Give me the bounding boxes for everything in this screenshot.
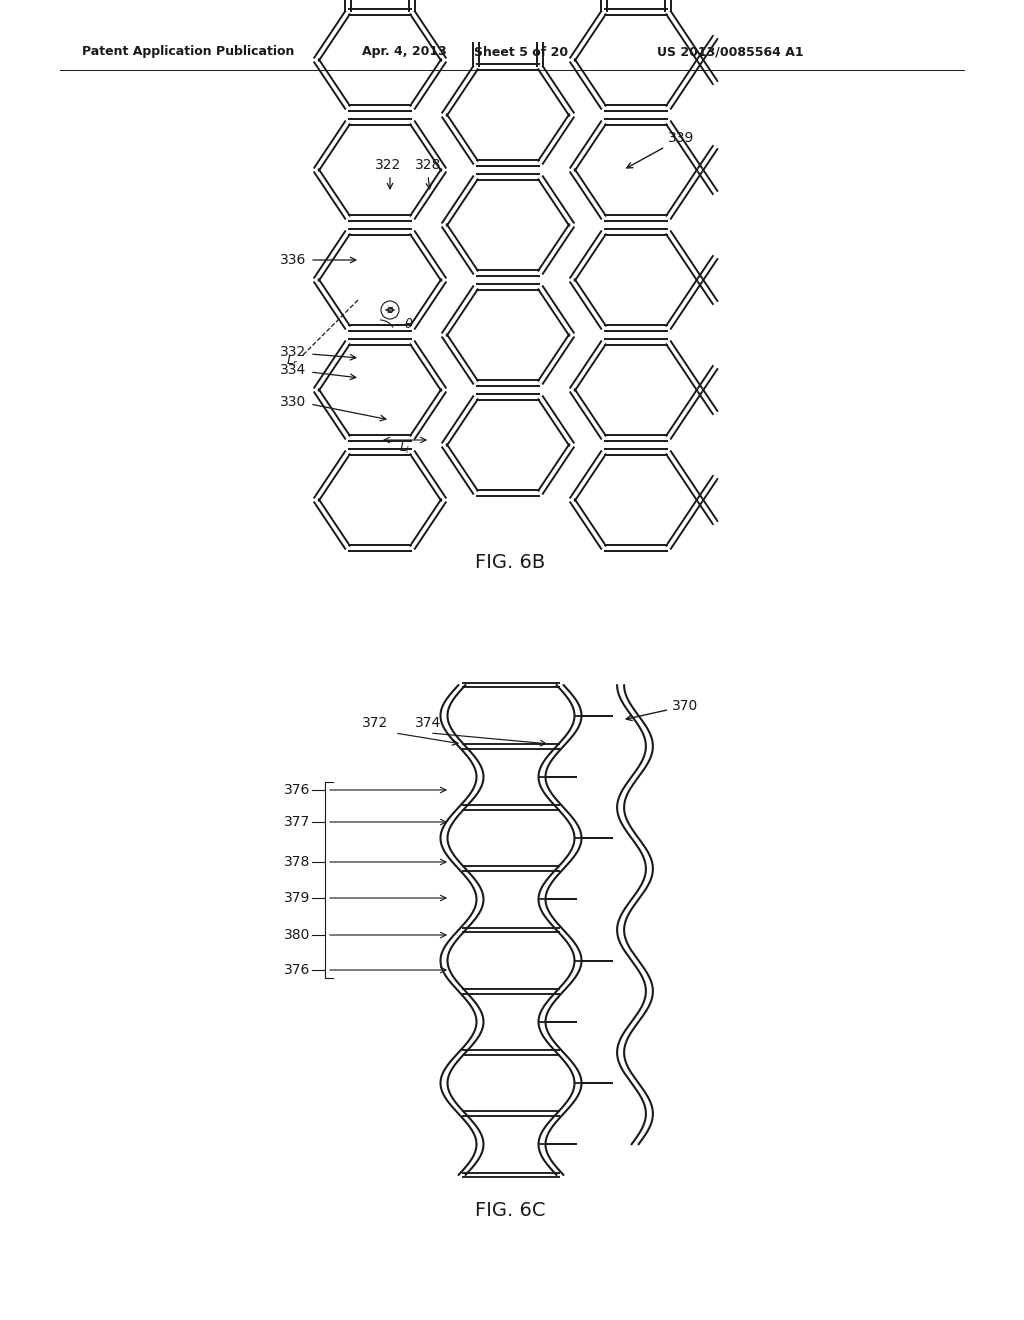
- Text: US 2013/0085564 A1: US 2013/0085564 A1: [657, 45, 804, 58]
- Text: 376: 376: [284, 783, 310, 797]
- Text: 328: 328: [415, 158, 441, 172]
- Text: 322: 322: [375, 158, 401, 172]
- Text: $L_r$: $L_r$: [286, 354, 299, 370]
- Text: 330: 330: [280, 395, 306, 409]
- Text: 336: 336: [280, 253, 306, 267]
- Text: 370: 370: [627, 700, 698, 721]
- Text: 332: 332: [280, 345, 306, 359]
- Text: $L_l$: $L_l$: [399, 441, 411, 457]
- Text: 377: 377: [284, 814, 310, 829]
- Text: 378: 378: [284, 855, 310, 869]
- Text: FIG. 6C: FIG. 6C: [475, 1200, 545, 1220]
- Text: ø: ø: [387, 305, 393, 315]
- Text: θ: θ: [406, 318, 413, 331]
- Text: Patent Application Publication: Patent Application Publication: [82, 45, 294, 58]
- Text: 379: 379: [284, 891, 310, 906]
- Text: 372: 372: [361, 715, 388, 730]
- Text: 380: 380: [284, 928, 310, 942]
- Text: 334: 334: [280, 363, 306, 378]
- Text: 376: 376: [284, 964, 310, 977]
- Text: FIG. 6B: FIG. 6B: [475, 553, 545, 572]
- Text: 374: 374: [415, 715, 441, 730]
- Text: Sheet 5 of 20: Sheet 5 of 20: [474, 45, 568, 58]
- Text: 339: 339: [627, 131, 694, 168]
- Text: Apr. 4, 2013: Apr. 4, 2013: [362, 45, 446, 58]
